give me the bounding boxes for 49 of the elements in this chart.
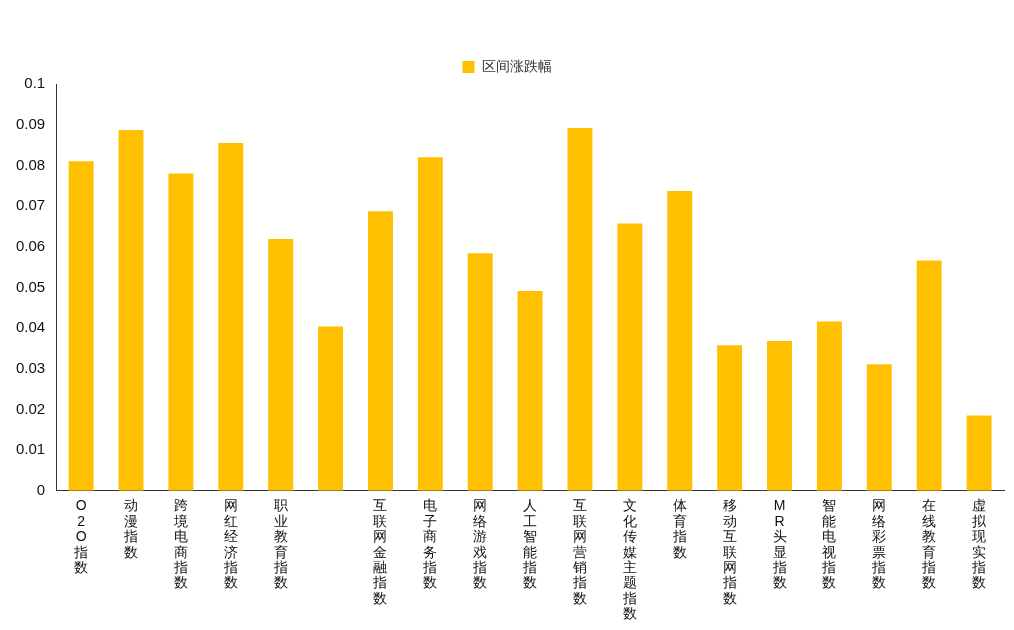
x-tick-label: 互联网营销指数 (571, 497, 587, 606)
x-tick-label: 互联网金融指数 (372, 497, 388, 606)
bar (118, 129, 144, 491)
bar (318, 326, 344, 491)
x-tick-label: MR头显指数 (771, 497, 787, 591)
y-tick-label: 0.07 (15, 196, 46, 214)
bar (68, 161, 94, 491)
x-tick-label: 在线教育指数 (921, 497, 937, 591)
y-tick-label: 0.1 (24, 74, 46, 92)
bar (467, 253, 493, 491)
x-tick-label: 动漫指数 (123, 497, 139, 560)
y-tick-label: 0.03 (15, 358, 46, 376)
bar (268, 238, 294, 491)
x-tick-label: 人工智能指数 (522, 497, 538, 591)
x-tick-label: 电子商务指数 (422, 497, 438, 591)
x-tick-label: 智能电视指数 (821, 497, 837, 591)
bar (567, 127, 593, 491)
x-tick-label: 虚拟现实指数 (971, 497, 988, 591)
x-tick-label: O2O指数 (73, 497, 89, 575)
bar (417, 157, 443, 491)
y-tick-label: 0.04 (15, 318, 46, 336)
y-tick-label: 0.02 (15, 399, 46, 417)
y-tick-label: 0.06 (15, 236, 46, 254)
y-tick-label: 0.01 (15, 440, 46, 458)
x-tick-label: 网红经济指数 (222, 497, 238, 591)
x-tick-label: 跨境电商指数 (172, 497, 188, 591)
y-tick-label: 0.08 (15, 155, 46, 173)
bar (218, 142, 244, 491)
bar (517, 291, 543, 491)
bar (168, 173, 194, 491)
bar (367, 211, 393, 491)
x-tick-label: 文化传媒主题指数 (621, 497, 637, 622)
bar (617, 223, 643, 491)
x-tick-label: 职业教育指数 (272, 497, 288, 591)
x-tick-label: 体育指数 (671, 497, 687, 560)
bar (916, 260, 942, 491)
y-tick-label: 0 (36, 480, 46, 498)
bar (667, 190, 693, 491)
x-tick-label: 网络彩票指数 (871, 497, 887, 591)
x-tick-label: 网络游戏指数 (472, 497, 488, 591)
bar (966, 415, 992, 491)
y-tick-label: 0.05 (15, 277, 46, 295)
bar (717, 345, 743, 491)
y-tick-label: 0.09 (15, 114, 46, 132)
bar (767, 341, 792, 491)
x-tick-label: 移动互联网指数 (721, 497, 737, 606)
bar (816, 321, 842, 491)
bar (866, 364, 892, 491)
legend-label: 区间涨跌幅 (481, 57, 552, 74)
